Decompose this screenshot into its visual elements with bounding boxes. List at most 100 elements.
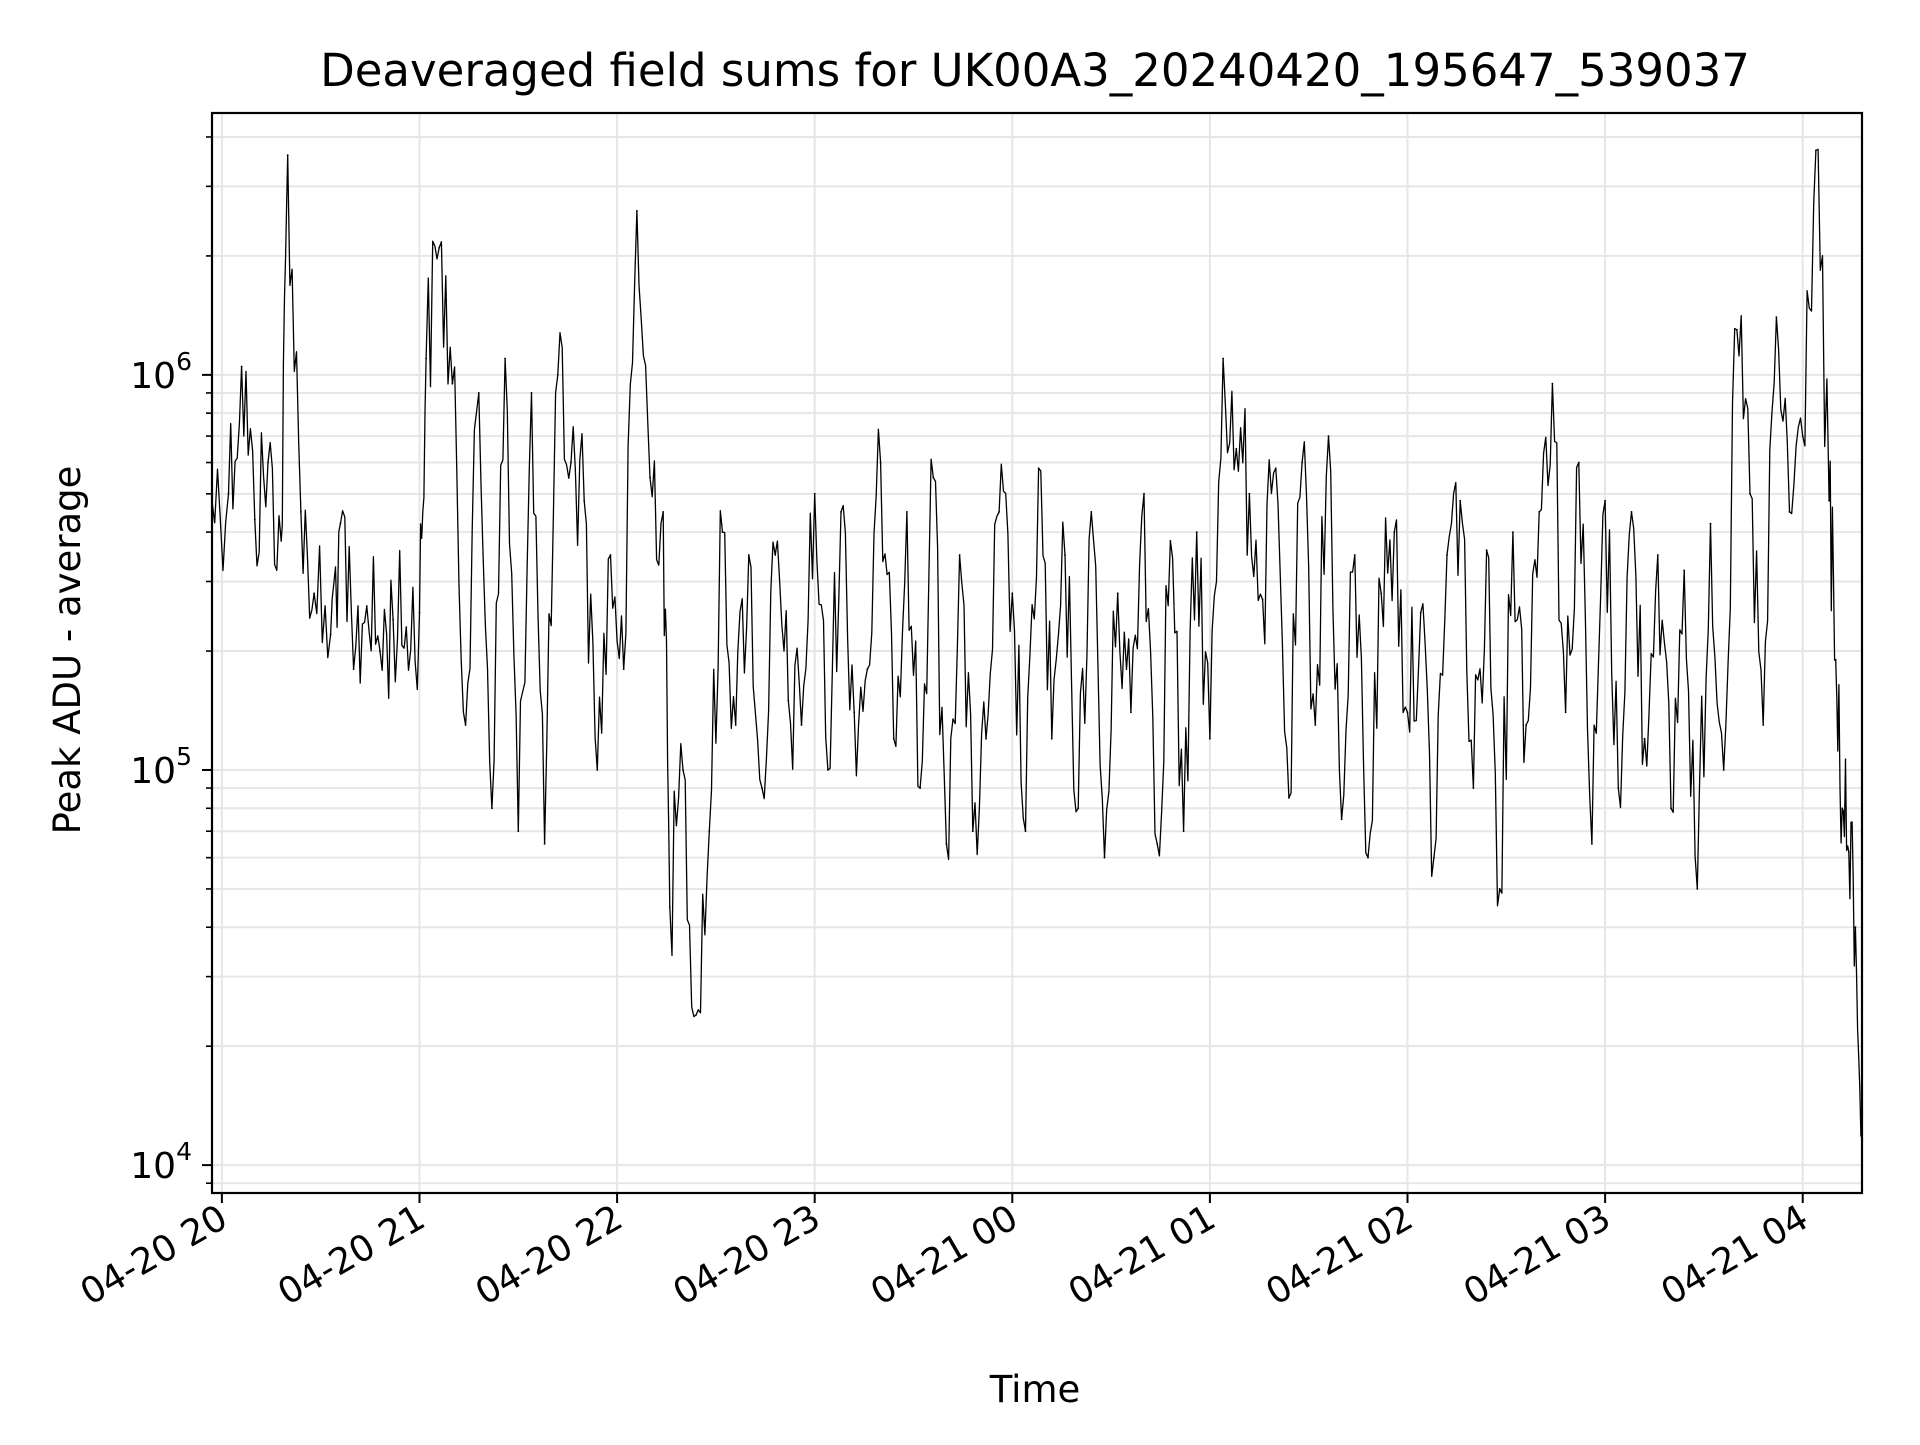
data-point [761,787,763,789]
data-point [1670,807,1672,810]
data-point [747,554,750,556]
data-point [1077,807,1080,810]
data-point [1156,843,1159,845]
data-point [1143,492,1145,495]
data-point [418,611,421,614]
data-point [1024,830,1027,833]
data-point [1472,787,1475,789]
data-point [570,461,572,464]
data-point [1604,499,1606,502]
data-point [352,668,355,670]
data-point [1314,724,1317,726]
data-point [556,374,559,376]
data-point [227,492,230,495]
data-point [1564,711,1567,714]
data-point [1498,888,1501,890]
data-point [379,650,381,652]
data-point [1854,926,1857,929]
data-point [609,554,612,556]
data-point [906,511,908,513]
data-point [1847,851,1850,853]
data-point [1380,592,1383,595]
series-line [211,148,1863,1137]
data-point [1722,769,1725,771]
data-point [1327,435,1330,437]
data-point [1788,511,1791,513]
data-point [1169,540,1172,542]
data-point [1512,531,1514,533]
data-point [1340,818,1343,821]
data-point [425,357,427,360]
data-point [1064,554,1066,556]
data-point [1828,499,1830,502]
data-point [1037,467,1040,470]
data-point [695,1014,697,1016]
data-point [919,787,921,789]
data-point [1459,499,1462,502]
data-point [1577,461,1580,464]
data-point [1195,531,1198,533]
data-point [1274,467,1277,470]
data-point [1683,569,1686,572]
data-point [998,511,1000,513]
data-point [682,769,684,771]
data-point [1656,554,1659,556]
data-point [827,769,829,771]
data-point [1209,737,1211,740]
data-point [253,518,256,521]
data-point [438,246,441,249]
data-point [1248,492,1251,495]
x-axis-label: Time [989,1368,1081,1411]
data-point [1090,511,1093,513]
data-point [1525,724,1527,726]
data-point [1538,511,1541,513]
data-point [1103,856,1106,859]
data-point [339,522,342,525]
data-point [1551,382,1554,385]
data-point [649,476,651,479]
data-point [464,724,467,726]
data-point [329,633,332,636]
data-point [1696,888,1699,890]
data-point [787,699,790,702]
data-point [1050,737,1053,740]
data-point [1591,843,1593,845]
data-point [668,906,671,908]
data-point [1367,856,1369,859]
data-point [958,554,961,556]
y-tick-label: 105 [130,742,192,792]
data-point [734,724,737,726]
data-point [1630,511,1633,513]
data-point [636,210,638,212]
data-point [879,461,882,464]
data-point [1433,856,1435,859]
grid [212,113,1862,1193]
data-point [240,365,243,368]
data-point [1801,435,1804,437]
data-point [840,511,842,513]
data-point [1261,598,1264,601]
data-point [543,843,546,845]
y-tick-label: 106 [130,347,192,397]
data-point [1446,554,1448,556]
data-point [813,492,816,495]
data-point [1775,316,1778,318]
data-point [405,626,408,628]
data-point [392,618,394,621]
data-point [300,511,302,513]
data-point [280,540,283,542]
data-point [971,830,974,833]
data-point [517,830,520,833]
data-point [583,499,586,502]
data-point [1841,807,1844,810]
data-point [662,511,665,513]
data-point [1419,611,1422,614]
data-point [892,737,895,740]
data-point [504,357,506,360]
data-point [530,392,533,394]
data-point [1406,711,1409,714]
data-point [1736,328,1738,331]
